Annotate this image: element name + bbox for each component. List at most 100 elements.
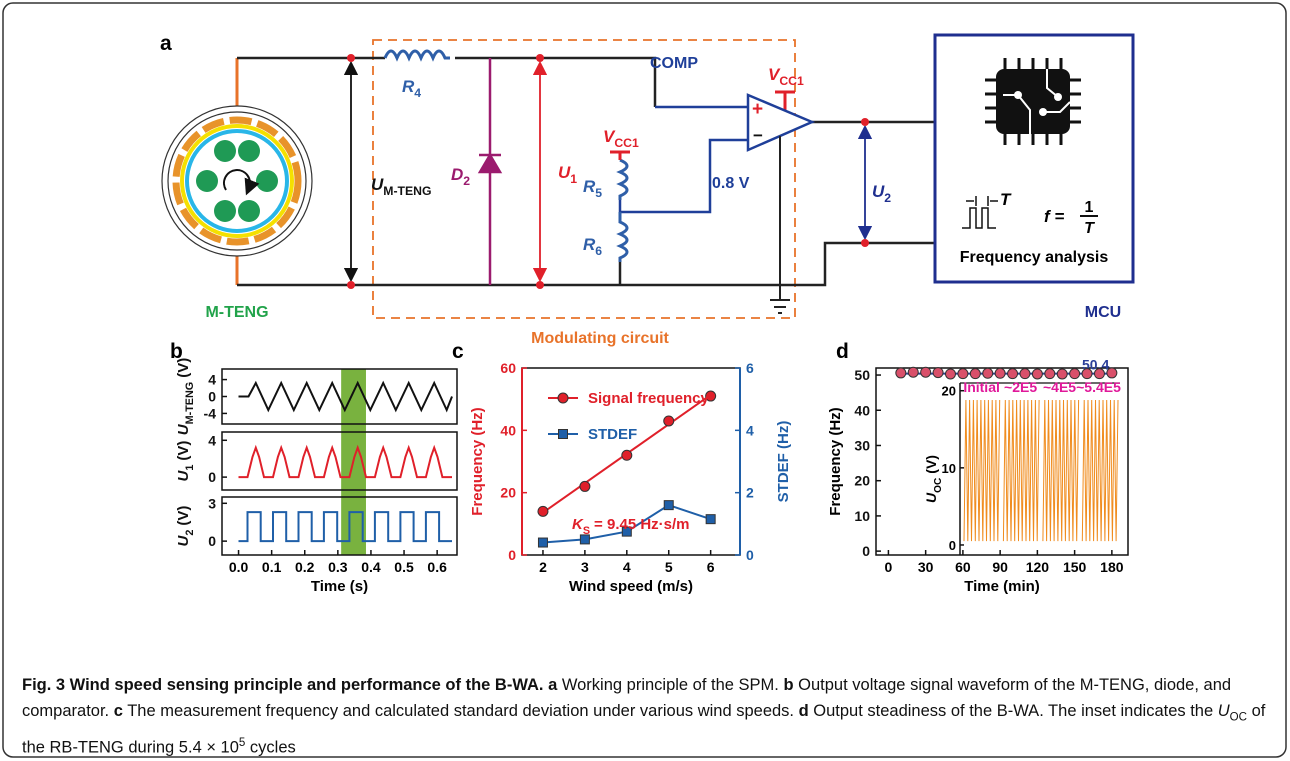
annotation: KS = 9.45 Hz·s/m — [572, 516, 690, 537]
circuit-label: UM-TENG — [371, 175, 432, 198]
circuit-label-main: D — [451, 165, 463, 184]
marker — [663, 500, 674, 511]
y-axis-label-sub: 2 — [184, 530, 196, 536]
caption-run: d — [798, 702, 809, 720]
y-tick-label: 0 — [208, 533, 216, 549]
inset-y-label: UOC (V) — [923, 455, 944, 503]
junctions — [347, 54, 869, 289]
y-tick-label: 2 — [746, 485, 754, 501]
ball — [214, 140, 236, 162]
comp-label: COMP — [650, 55, 698, 72]
y-tick-label: 60 — [500, 360, 516, 376]
y2-axis-label: STDEF (Hz) — [775, 421, 792, 503]
marker — [537, 537, 548, 548]
wire — [237, 56, 935, 287]
junction — [861, 239, 869, 247]
junction — [347, 281, 355, 289]
m-teng-icon — [161, 105, 313, 257]
ring — [167, 111, 307, 251]
ring — [185, 129, 289, 233]
ball — [256, 170, 278, 192]
legend-marker — [558, 429, 568, 439]
x-tick-label: 30 — [918, 559, 934, 575]
circuit-label-sub: 2 — [463, 174, 470, 188]
x-tick-label: 0 — [885, 559, 893, 575]
marker — [579, 534, 590, 545]
y-axis-label: U2 (V) — [175, 506, 196, 547]
x-tick-label: 4 — [623, 559, 631, 575]
circuit-label-main: U — [371, 175, 384, 194]
inset-label: ~4E5 — [1043, 379, 1076, 395]
y-tick-label: 40 — [854, 402, 870, 418]
marker — [1081, 368, 1093, 380]
marker — [969, 368, 981, 380]
circuit-label: U2 — [872, 182, 891, 205]
x-tick-label: 150 — [1063, 559, 1087, 575]
chip-body — [996, 69, 1070, 134]
circuit-label: R4 — [402, 77, 421, 100]
legend-label: Signal frequency — [588, 390, 710, 407]
y-tick-label: 50 — [854, 367, 870, 383]
y-axis-label-rest: (V) — [175, 358, 192, 378]
caption-run: OC — [1229, 711, 1247, 724]
inset-tick-label: 10 — [942, 461, 956, 476]
chip-trace — [1003, 69, 1071, 134]
plus-sign: + — [752, 99, 763, 120]
formula-den: T — [1084, 220, 1095, 237]
marker — [920, 366, 932, 378]
vcc-rail — [610, 90, 795, 160]
panel-letter: a — [160, 32, 172, 55]
circuit-label: U1 — [558, 163, 577, 186]
marker — [932, 367, 944, 379]
circuit-label-main: R — [402, 77, 415, 96]
circuit-label-main: U — [558, 163, 571, 182]
formula-lhs: f = — [1044, 207, 1064, 226]
junction — [536, 281, 544, 289]
y-axis-label: U1 (V) — [175, 441, 196, 482]
y-tick-label: 30 — [854, 437, 870, 453]
section-label: MCU — [1085, 304, 1121, 321]
marker — [1044, 368, 1056, 380]
y-axis-label-sub: 1 — [184, 465, 196, 471]
x-tick-label: 90 — [992, 559, 1008, 575]
inset-y-label-rest: (V) — [923, 455, 939, 474]
marker — [621, 526, 632, 537]
marker — [579, 480, 591, 492]
period-label: T — [1000, 190, 1012, 209]
legend-label: STDEF — [588, 426, 637, 443]
chip-pins — [985, 58, 1081, 145]
resistor — [383, 49, 450, 62]
wire — [618, 105, 748, 214]
modulating-box — [372, 39, 796, 319]
marker — [957, 368, 969, 380]
y-tick-label: 0 — [862, 543, 870, 559]
marker — [1056, 368, 1068, 380]
caption-run: U — [1217, 702, 1230, 720]
annotation-sub: S — [583, 525, 590, 537]
chip-icon — [985, 58, 1081, 145]
marker — [944, 368, 956, 380]
marker — [1031, 368, 1043, 380]
y-tick-label: 0 — [208, 389, 216, 405]
junction — [347, 54, 355, 62]
ring — [180, 124, 294, 238]
x-tick-label: 0.1 — [262, 559, 282, 575]
caption-run: Output voltage signal waveform of the M-… — [22, 676, 1232, 720]
junction — [536, 54, 544, 62]
y-axis-label-sub: M-TENG — [184, 382, 196, 425]
caption-run: cycles — [245, 738, 296, 757]
y-axis-label: Frequency (Hz) — [827, 407, 844, 515]
section-label: Modulating circuit — [531, 330, 669, 347]
marker — [663, 415, 675, 427]
annotation-main: K — [572, 516, 584, 533]
pulse-icon — [962, 207, 996, 229]
resistor — [616, 158, 629, 200]
chip-via — [1014, 91, 1022, 99]
panel-letter: c — [452, 340, 464, 363]
data-line — [238, 444, 452, 479]
circuit-label-sub: CC1 — [779, 74, 804, 88]
x-tick-label: 0.3 — [328, 559, 348, 575]
circuit-label-main: R — [583, 235, 596, 254]
